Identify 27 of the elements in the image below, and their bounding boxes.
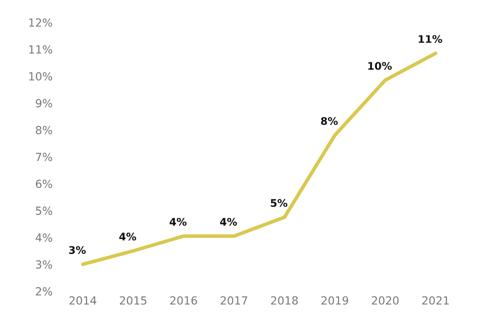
y-tick-label: 11% <box>29 45 52 54</box>
x-tick-label: 2015 <box>120 296 146 305</box>
y-tick-label: 10% <box>29 72 52 81</box>
x-tick-label: 2018 <box>271 296 298 305</box>
data-label: 5% <box>270 199 288 207</box>
x-tick-label: 2019 <box>321 296 348 305</box>
y-tick-label: 7% <box>36 152 52 162</box>
x-tick-label: 2017 <box>220 296 248 305</box>
y-tick-label: 9% <box>36 99 52 108</box>
y-tick-label: 8% <box>36 126 52 134</box>
y-tick-label: 3% <box>36 260 52 269</box>
x-tick-label: 2021 <box>422 296 449 305</box>
data-label: 4% <box>119 232 136 241</box>
data-label: 8% <box>321 117 338 125</box>
data-label: 10% <box>368 62 392 70</box>
y-tick-label: 6% <box>36 180 52 188</box>
data-label: 3% <box>69 246 86 254</box>
x-tick-label: 2020 <box>372 296 399 305</box>
x-tick-label: 2014 <box>69 296 96 305</box>
data-label: 11% <box>418 35 442 43</box>
y-tick-label: 12% <box>29 18 52 27</box>
y-tick-label: 2% <box>36 287 52 296</box>
y-tick-label: 4% <box>36 233 52 242</box>
data-label: 4% <box>170 218 187 226</box>
y-tick-label: 5% <box>36 206 52 215</box>
data-label: 4% <box>220 218 237 226</box>
x-tick-label: 2016 <box>170 296 198 305</box>
